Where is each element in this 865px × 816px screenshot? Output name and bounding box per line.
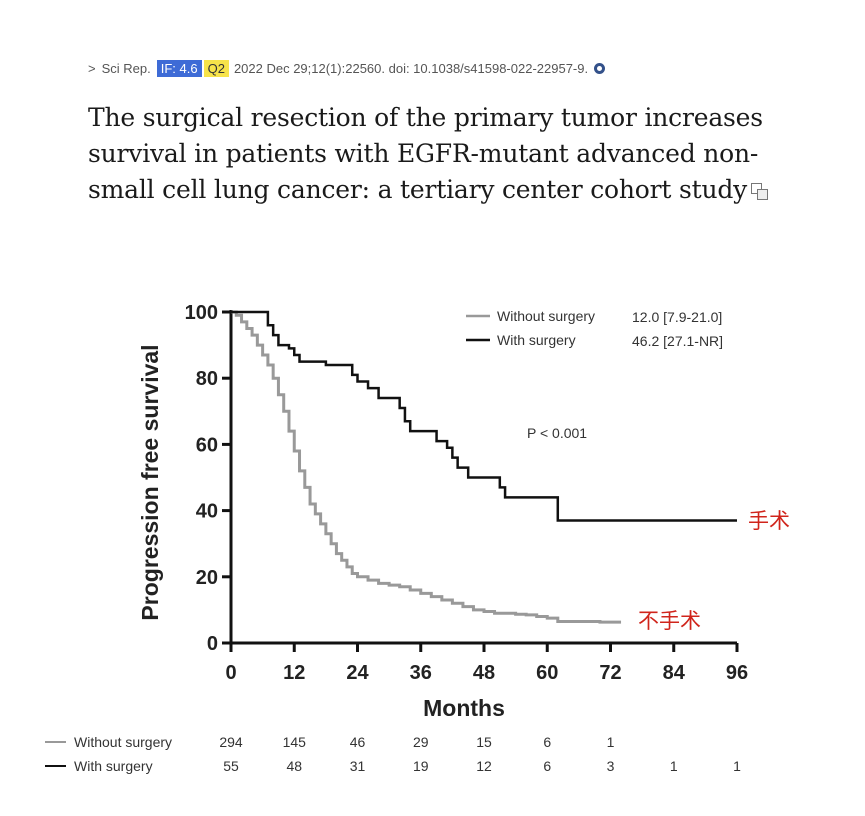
x-tick-label: 12 — [283, 662, 305, 684]
x-tick-label: 48 — [473, 662, 495, 684]
quartile-badge: Q2 — [203, 60, 229, 77]
at-risk-table: Without surgery 294 145 46 29 15 6 1 With surger… — [45, 734, 741, 774]
x-axis-label: Months — [423, 695, 505, 721]
article-title: The surgical resection of the primary tu… — [88, 100, 818, 208]
at-risk-count: 55 — [223, 758, 239, 774]
y-axis-label: Progression free survival — [137, 344, 163, 620]
x-tick-label: 24 — [346, 662, 369, 684]
citation-line: > Sci Rep. IF: 4.6 Q2 2022 Dec 29;12(1):… — [88, 60, 606, 77]
chevron-right-icon[interactable]: > — [88, 61, 96, 76]
x-tick-label: 60 — [536, 662, 558, 684]
at-risk-count: 1 — [670, 758, 678, 774]
journal-name[interactable]: Sci Rep. — [101, 61, 151, 76]
y-tick-label: 100 — [185, 302, 218, 324]
x-tick-label: 36 — [410, 662, 432, 684]
impact-factor-badge: IF: 4.6 — [156, 60, 202, 77]
x-tick-label: 72 — [599, 662, 621, 684]
at-risk-count: 19 — [413, 758, 429, 774]
legend-stat: 46.2 [27.1-NR] — [632, 333, 723, 349]
y-tick-label: 80 — [196, 368, 218, 390]
at-risk-count: 12 — [476, 758, 492, 774]
x-tick-label: 84 — [663, 662, 686, 684]
at-risk-count: 29 — [413, 734, 429, 750]
y-tick-label: 20 — [196, 567, 218, 589]
y-tick-label: 0 — [207, 633, 218, 655]
at-risk-count: 294 — [219, 734, 243, 750]
at-risk-count: 6 — [543, 734, 551, 750]
at-risk-count: 1 — [733, 758, 741, 774]
citation-details: 2022 Dec 29;12(1):22560. doi: 10.1038/s4… — [233, 61, 589, 76]
legend-stat: 12.0 [7.9-21.0] — [632, 309, 722, 325]
at-risk-series-label: Without surgery — [74, 734, 172, 750]
at-risk-count: 1 — [607, 734, 615, 750]
chart-axes: 0 20 40 60 80 100 0 12 24 36 48 60 72 84 96 Months Progr… — [137, 302, 748, 721]
at-risk-count: 48 — [286, 758, 302, 774]
y-tick-label: 40 — [196, 501, 218, 523]
x-tick-label: 0 — [225, 662, 236, 684]
open-access-icon[interactable] — [594, 63, 606, 74]
p-value-annotation: P < 0.001 — [527, 425, 587, 441]
x-tick-label: 96 — [726, 662, 748, 684]
at-risk-count: 15 — [476, 734, 492, 750]
at-risk-series-label: With surgery — [74, 758, 153, 774]
at-risk-count: 145 — [283, 734, 307, 750]
curve-without-surgery — [231, 310, 622, 624]
legend-label: With surgery — [497, 332, 576, 348]
chart-legend: Without surgery 12.0 [7.9-21.0] With surge… — [466, 308, 723, 441]
curve-label-without-surgery: 不手术 — [638, 610, 701, 633]
curve-with-surgery — [231, 310, 737, 522]
article-title-text[interactable]: The surgical resection of the primary tu… — [88, 103, 763, 204]
translate-icon[interactable] — [751, 183, 769, 200]
legend-label: Without surgery — [497, 308, 595, 324]
at-risk-count: 6 — [543, 758, 551, 774]
at-risk-count: 3 — [607, 758, 615, 774]
at-risk-count: 31 — [350, 758, 366, 774]
curve-label-with-surgery: 手术 — [748, 510, 790, 533]
y-tick-label: 60 — [196, 434, 218, 456]
at-risk-count: 46 — [350, 734, 366, 750]
